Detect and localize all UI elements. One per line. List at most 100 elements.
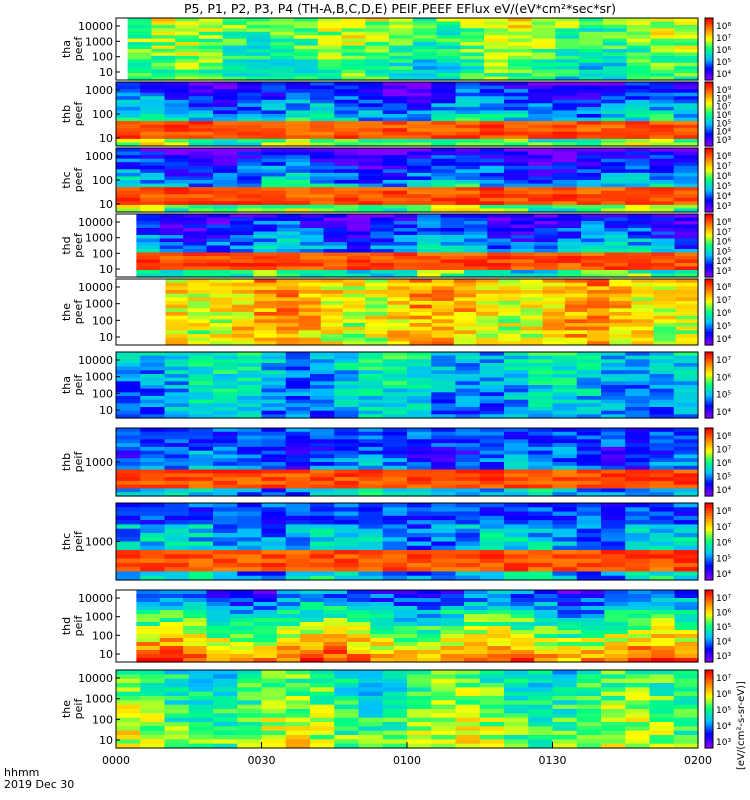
heatmap-cell: [557, 646, 582, 651]
heatmap-cell: [232, 308, 255, 313]
heatmap-cell: [625, 148, 651, 153]
colorbar-segment: [705, 358, 713, 362]
heatmap-cell: [601, 507, 626, 513]
heatmap-cell: [555, 55, 580, 60]
heatmap-cell: [407, 180, 432, 185]
heatmap-cell: [229, 606, 254, 611]
heatmap-cell: [431, 458, 457, 463]
heatmap-cell: [431, 323, 455, 328]
heatmap-cell: [576, 524, 602, 530]
heatmap-cell: [601, 169, 626, 174]
heatmap-cell: [674, 28, 699, 33]
heatmap-cell: [389, 55, 414, 60]
heatmap-cell: [463, 273, 488, 278]
heatmap-cell: [222, 69, 248, 74]
heatmap-cell: [673, 194, 699, 199]
heatmap-cell: [534, 594, 559, 599]
heatmap-cell: [261, 381, 287, 386]
heatmap-cell: [504, 407, 529, 412]
colorbar-segment: [705, 258, 713, 261]
y-tick-label: 10: [99, 404, 113, 417]
heatmap-cell: [183, 590, 208, 595]
heatmap-cell: [346, 228, 371, 233]
colorbar-segment: [705, 84, 713, 87]
colorbar-segment: [705, 724, 713, 728]
heatmap-cell: [188, 687, 214, 693]
heatmap-cell: [674, 256, 699, 261]
y-tick-label: 10000: [78, 354, 113, 367]
heatmap-cell: [188, 545, 214, 551]
heatmap-cell: [675, 334, 699, 339]
heatmap-cell: [625, 511, 651, 517]
heatmap-cell: [557, 235, 582, 240]
heatmap-cell: [187, 293, 211, 298]
heatmap-cell: [576, 180, 602, 185]
heatmap-cell: [261, 96, 287, 101]
heatmap-cell: [479, 131, 505, 136]
heatmap-cell: [531, 49, 557, 54]
heatmap-cell: [253, 214, 278, 219]
heatmap-cell: [213, 704, 238, 710]
heatmap-cell: [431, 355, 457, 360]
heatmap-cell: [417, 273, 442, 278]
heatmap-cell: [382, 158, 408, 163]
heatmap-cell: [576, 117, 602, 122]
heatmap-cell: [625, 131, 651, 136]
colorbar-frame: [704, 213, 714, 278]
heatmap-cell: [417, 221, 442, 226]
heatmap-cell: [510, 238, 535, 243]
heatmap-cell: [237, 528, 263, 534]
heatmap-cell: [673, 691, 699, 697]
heatmap-cell: [431, 477, 457, 482]
heatmap-cell: [650, 28, 675, 33]
heatmap-cell: [552, 407, 578, 412]
heatmap-cell: [116, 730, 141, 736]
heatmap-cell: [455, 473, 481, 478]
heatmap-cell: [557, 245, 582, 250]
heatmap-cell: [393, 650, 418, 655]
heatmap-cell: [164, 473, 190, 478]
heatmap-cell: [382, 709, 408, 714]
y-tick-label: 100: [92, 247, 113, 260]
heatmap-cell: [431, 282, 455, 287]
heatmap-cell: [479, 155, 505, 160]
heatmap-cell: [253, 618, 278, 623]
heatmap-cell: [601, 722, 626, 727]
heatmap-cell: [382, 106, 408, 112]
heatmap-cell: [358, 739, 384, 745]
heatmap-cell: [564, 330, 588, 335]
heatmap-cell: [431, 488, 457, 493]
heatmap-cell: [232, 293, 255, 298]
heatmap-cell: [140, 473, 166, 478]
heatmap-cell: [285, 709, 311, 714]
heatmap-cell: [479, 385, 505, 390]
heatmap-cell: [631, 337, 655, 342]
heatmap-cell: [276, 654, 301, 659]
heatmap-cell: [140, 128, 166, 133]
heatmap-cell: [649, 696, 675, 701]
heatmap-cell: [298, 330, 322, 335]
heatmap-cell: [116, 480, 141, 486]
colorbar-segment: [705, 462, 713, 465]
colorbar-segment: [705, 53, 713, 56]
heatmap-cell: [300, 270, 325, 275]
heatmap-cell: [564, 304, 588, 309]
heatmap-cell: [165, 334, 189, 339]
heatmap-cell: [187, 286, 211, 291]
heatmap-cell: [382, 169, 408, 174]
heatmap-cell: [673, 158, 699, 163]
heatmap-cell: [334, 142, 360, 147]
heatmap-cell: [276, 319, 300, 324]
heatmap-cell: [261, 114, 287, 119]
heatmap-cell: [601, 520, 626, 525]
heatmap-cell: [631, 286, 655, 291]
heatmap-cell: [310, 374, 335, 379]
heatmap-cell: [601, 165, 626, 170]
heatmap-cell: [409, 330, 433, 335]
heatmap-cell: [649, 700, 675, 706]
heatmap-cell: [346, 231, 371, 236]
heatmap-cell: [358, 541, 384, 547]
heatmap-cell: [370, 249, 395, 254]
